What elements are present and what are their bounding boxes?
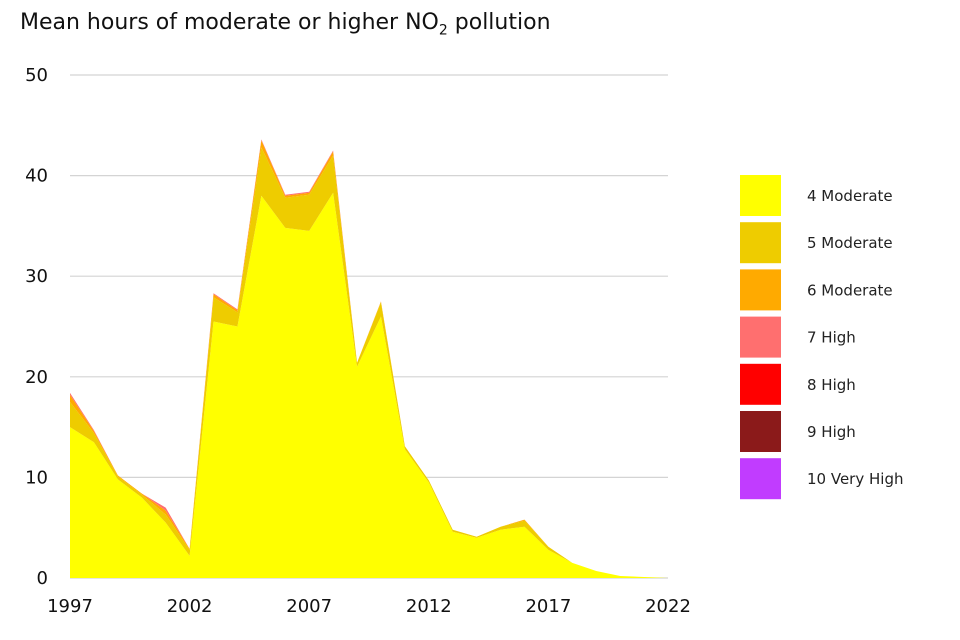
legend-label: 4 Moderate bbox=[807, 187, 893, 205]
legend-swatch bbox=[740, 363, 781, 405]
legend-label: 5 Moderate bbox=[807, 234, 893, 252]
legend-swatch bbox=[740, 222, 781, 264]
legend-label: 7 High bbox=[807, 329, 856, 347]
legend: 4 Moderate 5 Moderate 6 Moderate 7 High 8 Hi… bbox=[740, 175, 903, 500]
chart-title-subscript: 2 bbox=[438, 22, 448, 39]
legend-swatch bbox=[740, 316, 781, 358]
y-tick-label: 30 bbox=[25, 266, 48, 287]
x-tick-label: 2022 bbox=[645, 596, 691, 617]
y-tick-label: 0 bbox=[37, 568, 48, 589]
chart-title-suffix: pollution bbox=[447, 10, 551, 35]
y-tick-label: 40 bbox=[25, 166, 48, 187]
chart-title-text: Mean hours of moderate or higher NO bbox=[20, 10, 439, 35]
x-tick-label: 2007 bbox=[286, 596, 332, 617]
legend-label: 9 High bbox=[807, 423, 856, 441]
legend-swatch bbox=[740, 458, 781, 500]
area-series-4 bbox=[70, 192, 668, 578]
y-tick-label: 50 bbox=[25, 65, 48, 86]
y-tick-label: 20 bbox=[25, 367, 48, 388]
x-tick-label: 2017 bbox=[525, 596, 571, 617]
legend-swatch bbox=[740, 269, 781, 311]
x-tick-label: 2012 bbox=[406, 596, 452, 617]
legend-label: 10 Very High bbox=[807, 470, 903, 488]
x-tick-label: 2002 bbox=[167, 596, 213, 617]
legend-label: 6 Moderate bbox=[807, 281, 893, 299]
axis-layer: 0 10 20 30 40 50 1997 2002 2007 2012 2017 2022 bbox=[25, 65, 691, 617]
legend-swatch bbox=[740, 175, 781, 216]
legend-label: 8 High bbox=[807, 376, 856, 394]
y-tick-label: 10 bbox=[25, 467, 48, 488]
x-tick-label: 1997 bbox=[47, 596, 93, 617]
legend-swatch bbox=[740, 411, 781, 452]
area-layer bbox=[70, 139, 668, 578]
chart-title: Mean hours of moderate or higher NO2 pol… bbox=[20, 10, 551, 38]
